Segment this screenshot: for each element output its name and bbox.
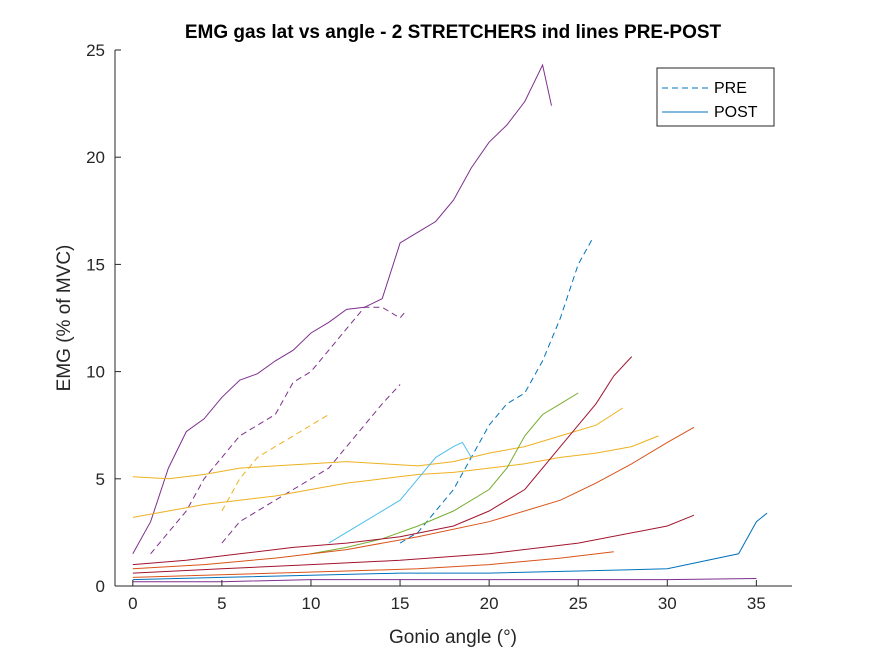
y-axis-label: EMG (% of MVC) (54, 245, 75, 392)
x-tick-label: 0 (128, 594, 137, 613)
series-line-6 (132, 407, 624, 480)
x-tick-label: 5 (217, 594, 226, 613)
y-tick-label: 20 (86, 148, 105, 167)
series-line-9 (132, 356, 633, 566)
y-tick-label: 10 (86, 363, 105, 382)
y-tick-label: 25 (86, 41, 105, 60)
axes-frame (114, 50, 792, 587)
x-tick-label: 20 (480, 594, 499, 613)
x-tick-label: 30 (658, 594, 677, 613)
series-line-2 (150, 306, 406, 555)
series-line-14 (132, 578, 757, 583)
x-axis-label: Gonio angle (°) (389, 627, 517, 648)
series-layer (132, 63, 768, 583)
series-line-3 (221, 384, 401, 544)
series-line-13 (132, 512, 768, 581)
legend: PRE POST (656, 67, 775, 127)
series-line-11 (328, 441, 472, 544)
series-line-1 (132, 63, 552, 555)
series-line-15 (132, 551, 614, 578)
legend-pre-label: PRE (714, 80, 747, 97)
x-tick-label: 10 (302, 594, 321, 613)
series-line-10 (132, 426, 695, 570)
x-tick-label: 25 (569, 594, 588, 613)
ticks-layer: 0 5 10 15 20 25 30 35 0 5 10 15 20 25 (86, 41, 766, 613)
series-line-12 (132, 514, 695, 574)
x-tick-label: 35 (747, 594, 766, 613)
series-line-4 (399, 238, 593, 544)
series-line-8 (310, 392, 579, 555)
y-tick-label: 15 (86, 255, 105, 274)
y-tick-label: 5 (96, 470, 105, 489)
series-line-5 (221, 414, 330, 512)
legend-post-label: POST (714, 104, 758, 121)
y-tick-label: 0 (96, 577, 105, 596)
series-line-7 (132, 435, 659, 518)
plot-area (115, 50, 792, 586)
legend-box (656, 67, 775, 127)
x-tick-label: 15 (391, 594, 410, 613)
chart-title: EMG gas lat vs angle - 2 STRETCHERS ind … (185, 22, 722, 43)
